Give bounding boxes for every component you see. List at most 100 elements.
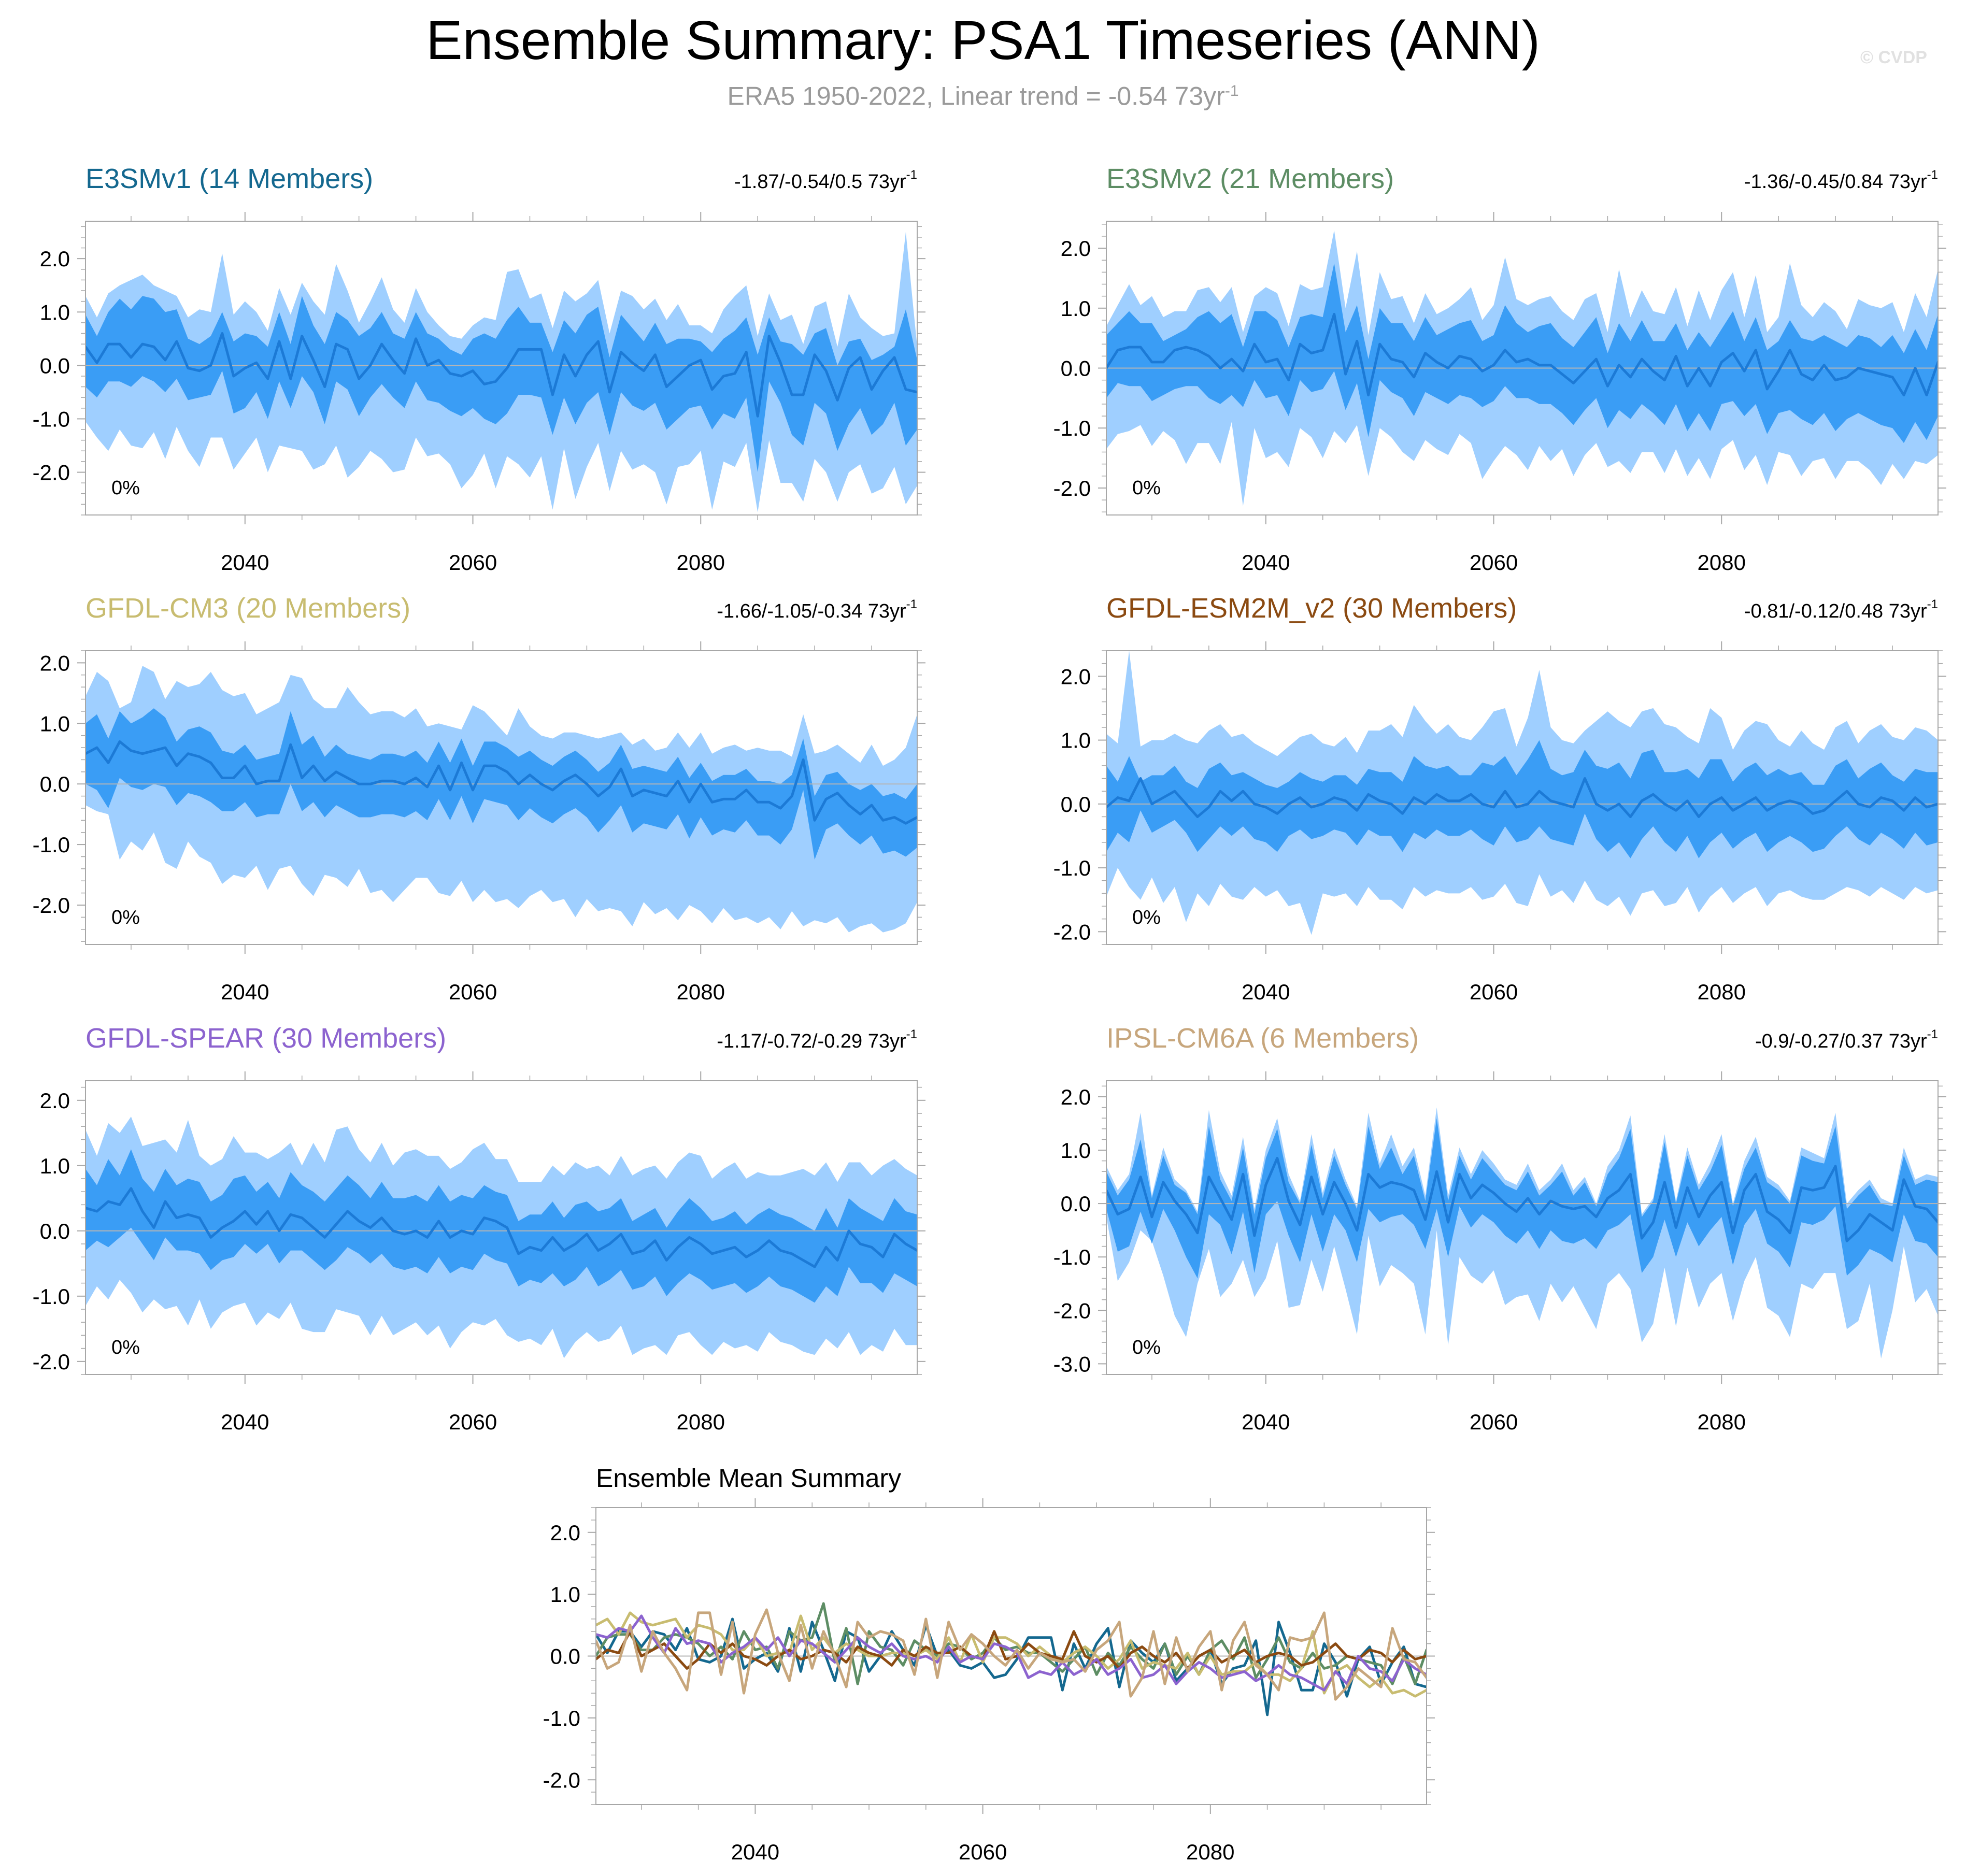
y-tick-label: -1.0 — [33, 407, 70, 431]
trend-value: -1.66/-1.05/-0.34 73yr — [717, 600, 906, 622]
trend-label: -1.36/-0.45/0.84 73yr-1 — [1744, 168, 1938, 193]
panel-title: GFDL-CM3 (20 Members) — [86, 593, 410, 624]
y-tick-label: 0.0 — [1061, 1192, 1091, 1216]
y-tick-label: 2.0 — [40, 247, 70, 271]
band-66 — [1106, 1118, 1938, 1279]
band-66 — [86, 1149, 917, 1303]
chart-gfdl-spear: GFDL-SPEAR (30 Members) -1.17/-0.72/-0.29… — [33, 1023, 925, 1434]
y-tick-label: 2.0 — [1061, 664, 1091, 689]
y-tick-label: -2.0 — [1053, 920, 1091, 944]
percent-label: 0% — [1132, 1337, 1161, 1358]
x-tick-label: 2040 — [1242, 980, 1290, 1004]
x-tick-label: 2060 — [449, 980, 497, 1004]
series-line-gfdl-cm3 — [596, 1611, 1427, 1698]
trend-superscript: -1 — [906, 597, 917, 611]
y-tick-label: 1.0 — [1061, 728, 1091, 753]
chart-ipsl-cm6a: IPSL-CM6A (6 Members) -0.9/-0.27/0.37 73y… — [1053, 1023, 1946, 1434]
y-tick-label: 1.0 — [550, 1582, 580, 1607]
panel-frame — [1106, 1080, 1939, 1375]
y-tick-label: -2.0 — [543, 1768, 580, 1792]
panel-frame — [85, 650, 918, 945]
x-tick-label: 2040 — [221, 550, 269, 575]
y-tick-label: -1.0 — [1053, 1245, 1091, 1269]
percent-label: 0% — [111, 477, 140, 499]
x-tick-label: 2060 — [449, 550, 497, 575]
y-tick-label: -2.0 — [33, 461, 70, 485]
y-tick-label: 1.0 — [40, 300, 70, 324]
x-tick-label: 2060 — [1470, 980, 1518, 1004]
percent-label: 0% — [1132, 477, 1161, 499]
trend-superscript: -1 — [906, 1027, 917, 1041]
panel-title: E3SMv1 (14 Members) — [86, 163, 373, 194]
y-tick-label: -3.0 — [1053, 1352, 1091, 1376]
plot-area — [1106, 1107, 1938, 1359]
ensemble-mean-line — [86, 332, 917, 418]
panel-title: GFDL-SPEAR (30 Members) — [86, 1023, 446, 1054]
percent-label: 0% — [1132, 907, 1161, 928]
y-tick-label: 2.0 — [40, 1089, 70, 1113]
chart-gfdl-cm3: GFDL-CM3 (20 Members) -1.66/-1.05/-0.34 7… — [33, 593, 925, 1004]
y-tick-label: -2.0 — [1053, 1298, 1091, 1323]
panel-frame — [1106, 650, 1939, 945]
y-tick-label: 0.0 — [40, 1219, 70, 1243]
plot-area — [86, 232, 917, 512]
y-tick-label: -2.0 — [33, 1350, 70, 1374]
y-tick-label: 0.0 — [550, 1644, 580, 1669]
panel-title: GFDL-ESM2M_v2 (30 Members) — [1106, 593, 1517, 624]
x-tick-label: 2040 — [221, 1410, 269, 1434]
trend-label: -1.87/-0.54/0.5 73yr-1 — [734, 168, 917, 193]
y-tick-label: 1.0 — [1061, 296, 1091, 321]
trend-value: -1.87/-0.54/0.5 73yr — [734, 171, 906, 193]
x-tick-label: 2080 — [1698, 1410, 1746, 1434]
percent-label: 0% — [111, 1337, 140, 1358]
x-tick-label: 2060 — [1470, 550, 1518, 575]
x-tick-label: 2040 — [1242, 550, 1290, 575]
y-tick-label: 2.0 — [1061, 236, 1091, 261]
percent-label: 0% — [111, 907, 140, 928]
subtitle-superscript: -1 — [1224, 82, 1239, 99]
chart-e3smv1: E3SMv1 (14 Members) -1.87/-0.54/0.5 73yr-… — [33, 163, 925, 575]
plot-area — [1106, 230, 1938, 506]
y-tick-label: -1.0 — [33, 1284, 70, 1309]
ensemble-mean-line — [86, 1187, 917, 1268]
x-tick-label: 2060 — [449, 1410, 497, 1434]
y-tick-label: 1.0 — [40, 1154, 70, 1178]
trend-value: -0.9/-0.27/0.37 73yr — [1755, 1030, 1927, 1052]
trend-value: -0.81/-0.12/0.48 73yr — [1744, 600, 1927, 622]
band-66 — [1106, 740, 1938, 858]
band-66 — [86, 296, 917, 472]
y-tick-label: 0.0 — [40, 772, 70, 796]
chart-gfdl-esm2m-v2: GFDL-ESM2M_v2 (30 Members) -0.81/-0.12/0.… — [1053, 593, 1946, 1004]
panel-frame — [85, 221, 918, 515]
trend-superscript: -1 — [1927, 168, 1938, 182]
trend-value: -1.17/-0.72/-0.29 73yr — [717, 1030, 906, 1052]
chart-ensemble-mean: Ensemble Mean Summary -2.0 -1.0 0.0 1.0 2.0 20… — [543, 1464, 1435, 1864]
ensemble-mean-line — [1106, 312, 1938, 397]
cvdp-watermark: © CVDP — [1860, 48, 1927, 67]
panel-title: Ensemble Mean Summary — [596, 1464, 901, 1493]
trend-superscript: -1 — [1927, 1027, 1938, 1041]
x-tick-label: 2060 — [959, 1840, 1007, 1864]
x-tick-label: 2040 — [221, 980, 269, 1004]
y-tick-label: 0.0 — [1061, 356, 1091, 381]
trend-superscript: -1 — [1927, 597, 1938, 611]
y-tick-label: 2.0 — [1061, 1085, 1091, 1109]
x-tick-label: 2060 — [1470, 1410, 1518, 1434]
plot-area — [86, 666, 917, 933]
x-tick-label: 2080 — [677, 1410, 725, 1434]
ensemble-mean-line — [86, 740, 917, 825]
x-tick-label: 2080 — [677, 980, 725, 1004]
y-tick-label: -1.0 — [1053, 416, 1091, 440]
y-tick-label: 2.0 — [40, 651, 70, 675]
band-66 — [1106, 263, 1938, 443]
y-tick-label: -2.0 — [1053, 476, 1091, 500]
y-tick-label: -1.0 — [543, 1706, 580, 1730]
ensemble-mean-line — [1106, 1157, 1938, 1242]
trend-superscript: -1 — [906, 168, 917, 182]
page-title: Ensemble Summary: PSA1 Timeseries (ANN) — [425, 10, 1541, 71]
x-tick-label: 2080 — [1698, 980, 1746, 1004]
ensemble-mean-line — [1106, 777, 1938, 818]
trend-label: -0.81/-0.12/0.48 73yr-1 — [1744, 597, 1938, 622]
subtitle-text: ERA5 1950-2022, Linear trend = -0.54 73y… — [727, 81, 1225, 111]
